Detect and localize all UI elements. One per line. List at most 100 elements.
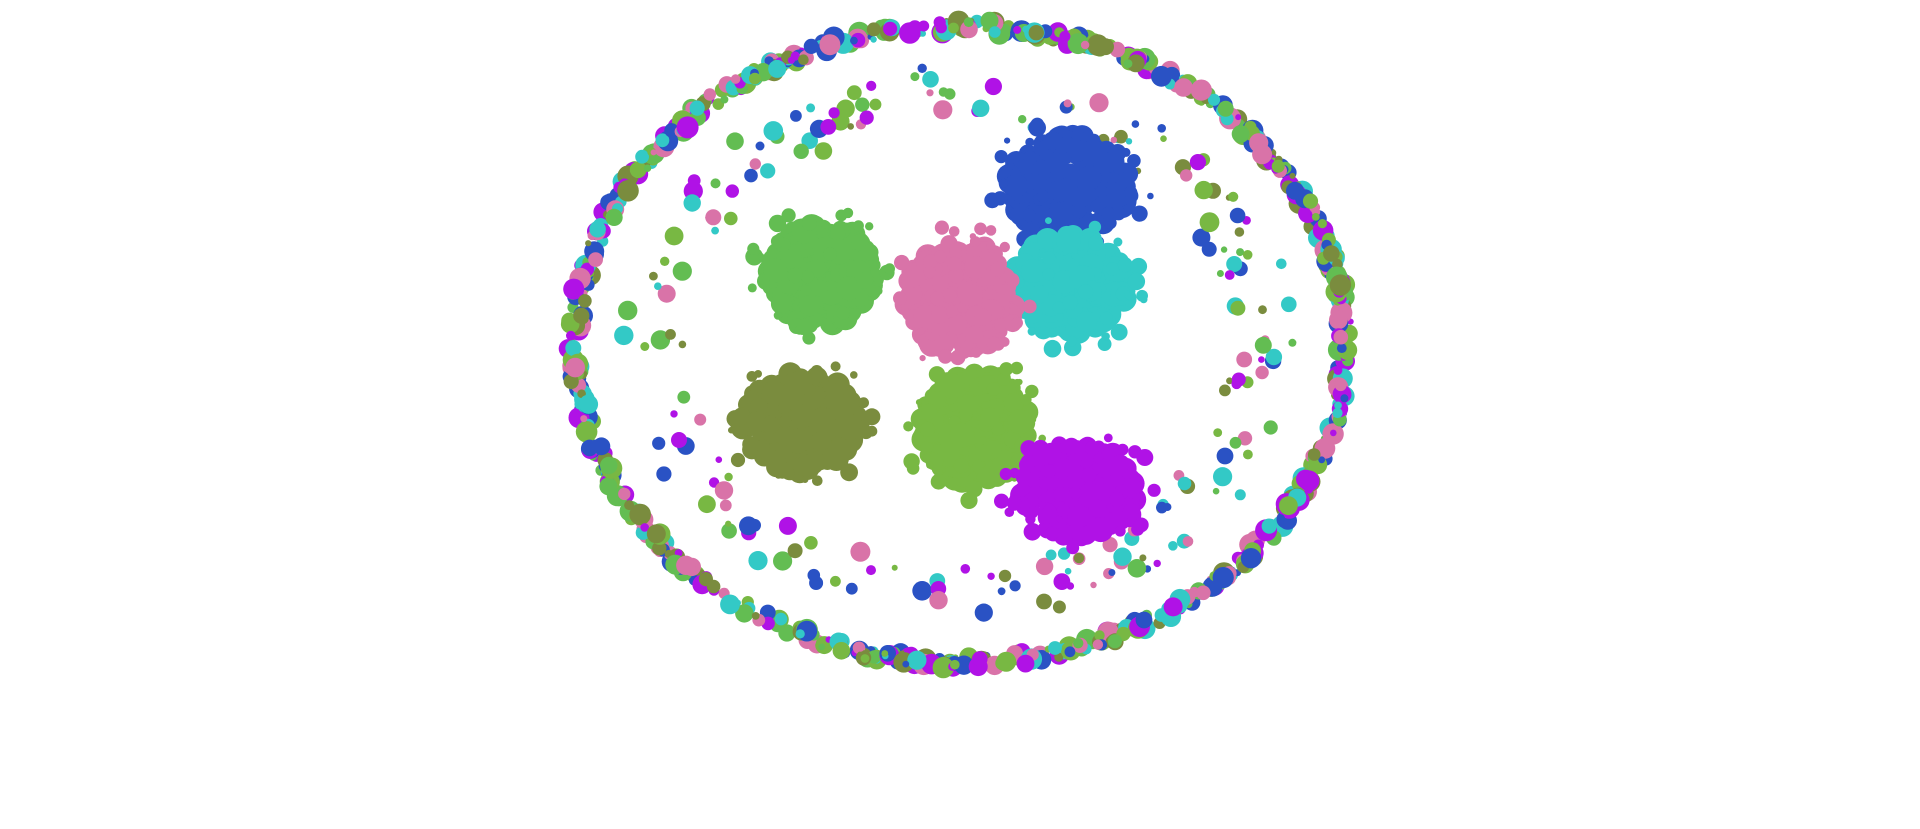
ring-node — [1323, 245, 1340, 262]
inner-node — [1258, 356, 1265, 363]
cluster-node — [782, 379, 806, 402]
ring-node — [980, 11, 999, 30]
cluster-fringe-node — [1013, 378, 1021, 386]
cluster-fringe-node — [998, 178, 1009, 188]
cluster-node — [1088, 499, 1107, 518]
cluster-node — [934, 334, 955, 355]
inner-node — [677, 390, 691, 404]
cluster-fringe-node — [779, 367, 789, 376]
cluster-fringe-node — [1045, 526, 1059, 540]
inner-node — [1230, 300, 1246, 316]
inner-node — [670, 410, 678, 418]
ring-node — [600, 456, 618, 475]
inner-node — [739, 516, 758, 536]
ring-node — [803, 38, 819, 55]
inner-node — [1216, 270, 1224, 277]
cluster-fringe-node — [999, 467, 1012, 481]
cluster-fringe-node — [894, 254, 910, 271]
cluster-fringe-node — [1117, 257, 1133, 273]
inner-node — [1281, 296, 1297, 313]
ring-node — [1296, 469, 1315, 489]
cluster-node — [953, 458, 969, 474]
cluster-fringe-node — [974, 222, 987, 236]
cluster-fringe-node — [928, 366, 946, 383]
ring-node — [1054, 652, 1064, 662]
inner-node — [801, 132, 818, 149]
cluster-node — [812, 430, 832, 451]
inner-node — [997, 587, 1006, 596]
cluster-node — [1101, 206, 1115, 221]
ring-node — [866, 22, 881, 37]
cluster-node — [1101, 171, 1115, 185]
inner-node — [618, 300, 638, 321]
cluster-light-green — [903, 361, 1046, 509]
cluster-node — [770, 293, 793, 315]
cluster-node — [1088, 235, 1104, 251]
ring-node — [1334, 401, 1342, 410]
ring-node — [676, 555, 696, 575]
community-clusters — [726, 117, 1161, 555]
cluster-fringe-node — [1129, 288, 1136, 295]
ring-node — [640, 523, 649, 532]
inner-node — [910, 72, 920, 82]
ring-node — [730, 74, 741, 84]
cluster-node — [1042, 251, 1056, 265]
inner-node — [1229, 207, 1246, 224]
ring-node — [573, 307, 590, 324]
cluster-fringe-node — [1025, 137, 1035, 147]
inner-node — [660, 256, 670, 266]
inner-node — [744, 168, 758, 183]
inner-node — [917, 63, 927, 73]
cluster-node — [1095, 185, 1109, 198]
cluster-node — [1036, 144, 1049, 157]
cluster-fringe-node — [985, 225, 997, 236]
inner-node — [972, 99, 990, 118]
cluster-node — [980, 407, 1000, 427]
inner-node — [664, 226, 684, 246]
cluster-fringe-node — [884, 263, 895, 275]
cluster-node — [901, 270, 919, 289]
ring-node — [577, 389, 586, 399]
cluster-fringe-node — [1004, 137, 1011, 144]
cluster-node — [763, 258, 788, 283]
inner-node — [1237, 431, 1253, 446]
cluster-node — [756, 439, 770, 454]
cluster-node — [923, 266, 936, 279]
ring-node — [1307, 448, 1321, 461]
ring-node — [650, 149, 657, 156]
cluster-node — [1054, 178, 1078, 202]
inner-node — [814, 142, 833, 160]
cluster-node — [1106, 457, 1128, 478]
inner-node — [938, 87, 949, 97]
ring-node — [566, 330, 576, 341]
cluster-fringe-node — [997, 372, 1011, 386]
inner-node — [1113, 547, 1132, 566]
ring-node — [1333, 366, 1343, 375]
inner-node — [1194, 180, 1213, 200]
ring-node — [1289, 172, 1296, 179]
inner-node — [1009, 580, 1021, 592]
ring-node — [918, 20, 930, 32]
cluster-node — [787, 268, 803, 284]
inner-node — [654, 282, 662, 291]
cluster-pink — [893, 220, 1037, 366]
cluster-node — [920, 421, 935, 437]
ring-node — [790, 51, 800, 61]
inner-node — [724, 472, 733, 482]
cluster-fringe-node — [1130, 257, 1148, 275]
cluster-node — [964, 256, 987, 280]
cluster-fringe-node — [915, 399, 922, 406]
inner-node — [1216, 447, 1234, 465]
inner-node — [891, 564, 898, 571]
inner-node — [755, 141, 765, 151]
ring-node — [932, 656, 954, 679]
ring-node — [1137, 615, 1151, 628]
cluster-fringe-node — [906, 462, 920, 475]
inner-node — [1125, 138, 1133, 145]
cluster-fringe-node — [1103, 433, 1113, 443]
ring-node — [963, 17, 974, 28]
ring-node — [1334, 379, 1347, 392]
cluster-fringe-node — [746, 371, 758, 382]
inner-node — [710, 178, 721, 189]
